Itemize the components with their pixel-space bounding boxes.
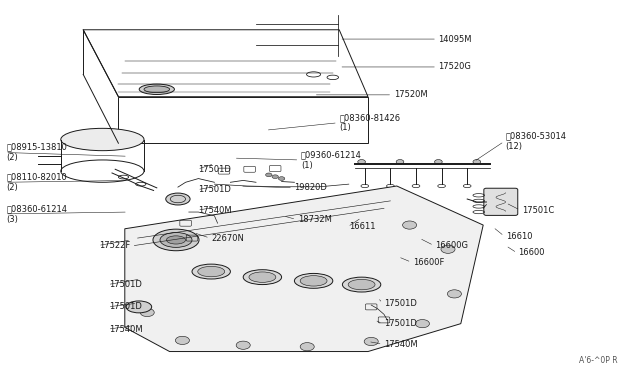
Ellipse shape	[243, 270, 282, 285]
Text: ⒲08110-82010
(2): ⒲08110-82010 (2)	[6, 173, 67, 192]
Text: 17501C: 17501C	[522, 206, 554, 215]
Text: 16611: 16611	[349, 222, 375, 231]
Ellipse shape	[348, 279, 375, 290]
Circle shape	[175, 336, 189, 344]
Ellipse shape	[126, 301, 152, 313]
Polygon shape	[125, 186, 483, 352]
Text: Ⓝ08360-81426
(1): Ⓝ08360-81426 (1)	[339, 113, 401, 132]
Text: 17501D: 17501D	[384, 319, 417, 328]
Text: 17540M: 17540M	[198, 206, 232, 215]
Text: 17501D: 17501D	[198, 165, 231, 174]
Text: 17520M: 17520M	[394, 90, 428, 99]
Ellipse shape	[140, 84, 174, 94]
Circle shape	[236, 341, 250, 349]
Ellipse shape	[249, 272, 276, 282]
Circle shape	[473, 160, 481, 164]
Text: 19820D: 19820D	[294, 183, 327, 192]
Text: Ⓠ08915-13810
(2): Ⓠ08915-13810 (2)	[6, 143, 67, 162]
Text: Ⓝ09360-61214
(1): Ⓝ09360-61214 (1)	[301, 150, 362, 170]
Circle shape	[266, 173, 272, 177]
Ellipse shape	[166, 236, 186, 244]
Text: 17540M: 17540M	[384, 340, 418, 349]
Circle shape	[447, 290, 461, 298]
Text: Ⓝ08360-61214
(3): Ⓝ08360-61214 (3)	[6, 204, 67, 224]
Circle shape	[278, 177, 285, 180]
Ellipse shape	[61, 128, 144, 151]
Ellipse shape	[153, 229, 199, 251]
Text: 18732M: 18732M	[298, 215, 332, 224]
Text: 16600: 16600	[518, 248, 545, 257]
Circle shape	[364, 337, 378, 346]
Circle shape	[140, 308, 154, 317]
Text: 17522F: 17522F	[99, 241, 131, 250]
Text: 17501D: 17501D	[384, 299, 417, 308]
Text: A'6-^0P R: A'6-^0P R	[579, 356, 618, 365]
Ellipse shape	[160, 232, 192, 247]
Text: 22670N: 22670N	[211, 234, 244, 243]
Circle shape	[358, 160, 365, 164]
Circle shape	[441, 245, 455, 253]
Text: 17501D: 17501D	[109, 280, 141, 289]
Text: 17540M: 17540M	[109, 325, 143, 334]
FancyBboxPatch shape	[484, 188, 518, 215]
Circle shape	[272, 175, 278, 179]
Circle shape	[403, 221, 417, 229]
Circle shape	[300, 343, 314, 351]
Text: 16600F: 16600F	[413, 258, 444, 267]
Ellipse shape	[198, 266, 225, 277]
Text: 14095M: 14095M	[438, 35, 472, 44]
Ellipse shape	[166, 193, 190, 205]
Circle shape	[396, 160, 404, 164]
Circle shape	[415, 320, 429, 328]
Ellipse shape	[300, 276, 327, 286]
Text: 16600G: 16600G	[435, 241, 468, 250]
Ellipse shape	[342, 277, 381, 292]
Ellipse shape	[294, 273, 333, 288]
Text: 17520G: 17520G	[438, 62, 471, 71]
Text: Ⓝ08360-53014
(12): Ⓝ08360-53014 (12)	[506, 132, 566, 151]
Ellipse shape	[144, 86, 170, 93]
Ellipse shape	[192, 264, 230, 279]
Text: 17501D: 17501D	[109, 302, 141, 311]
Text: 17501D: 17501D	[198, 185, 231, 194]
Circle shape	[435, 160, 442, 164]
Text: 16610: 16610	[506, 232, 532, 241]
